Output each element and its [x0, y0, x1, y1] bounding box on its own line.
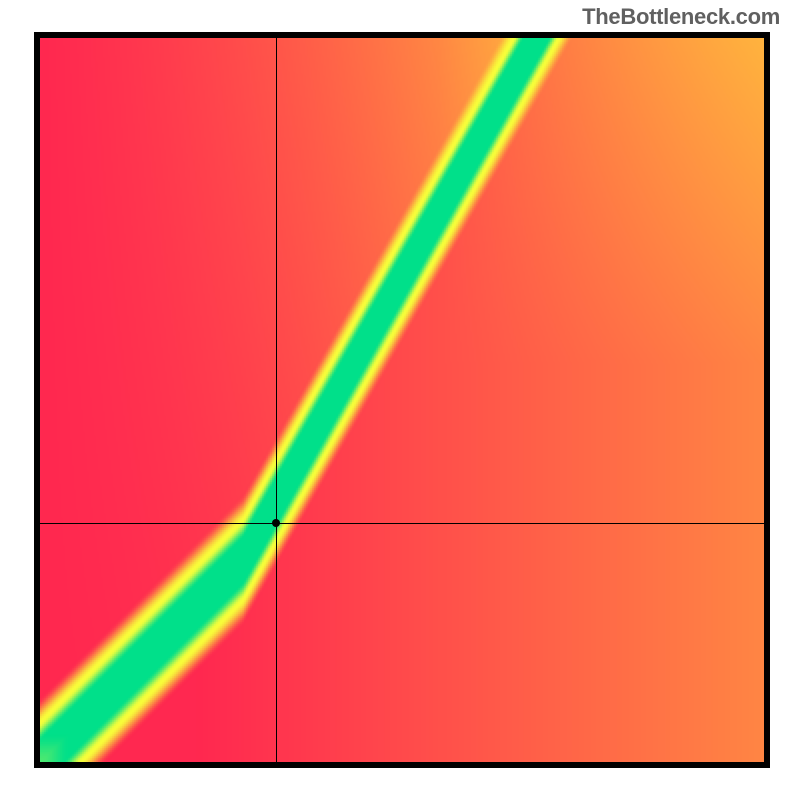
crosshair-vertical: [276, 38, 277, 762]
crosshair-horizontal: [40, 523, 764, 524]
marker-dot: [272, 519, 280, 527]
watermark-text: TheBottleneck.com: [582, 4, 780, 30]
heatmap-chart: [34, 32, 770, 768]
heatmap-canvas: [40, 38, 764, 762]
